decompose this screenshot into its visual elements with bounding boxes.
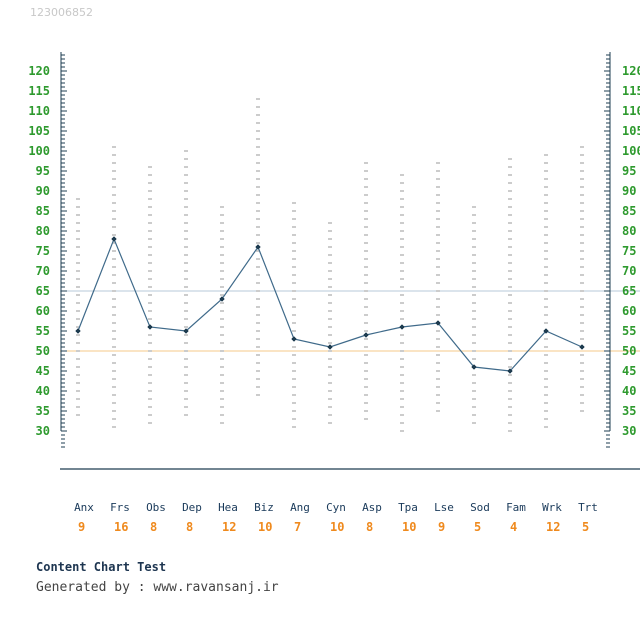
y-tick-label: 35 xyxy=(622,404,636,418)
y-tick-label: 85 xyxy=(36,204,50,218)
data-point xyxy=(399,324,405,330)
data-series xyxy=(75,236,585,374)
x-category-labels: Anx Frs Obs Dep Hea Biz Ang Cyn Asp Tpa Lse Sod Fam W… xyxy=(74,501,598,514)
data-point xyxy=(471,364,477,370)
y-tick-label: 90 xyxy=(622,184,636,198)
y-tick-label: 40 xyxy=(36,384,50,398)
y-tick-label: 120 xyxy=(28,64,50,78)
y-tick-label: 115 xyxy=(622,84,640,98)
y-tick-label: 120 xyxy=(622,64,640,78)
x-count-label: 5 xyxy=(474,520,481,534)
x-category-label: Sod xyxy=(470,501,490,514)
x-count-label: 9 xyxy=(438,520,445,534)
data-point xyxy=(579,344,585,350)
y-tick-label: 100 xyxy=(28,144,50,158)
x-count-label: 8 xyxy=(366,520,373,534)
y-tick-label: 75 xyxy=(36,244,50,258)
y-tick-label: 55 xyxy=(36,324,50,338)
data-point xyxy=(147,324,153,330)
y-tick-label: 95 xyxy=(36,164,50,178)
y-tick-label: 50 xyxy=(36,344,50,358)
x-category-label: Trt xyxy=(578,501,598,514)
watermark-id: 123006852 xyxy=(30,6,93,19)
y-tick-label: 35 xyxy=(36,404,50,418)
x-category-label: Tpa xyxy=(398,501,418,514)
x-category-label: Fam xyxy=(506,501,526,514)
x-count-label: 8 xyxy=(150,520,157,534)
x-count-label: 12 xyxy=(546,520,560,534)
x-count-label: 8 xyxy=(186,520,193,534)
x-category-label: Obs xyxy=(146,501,166,514)
reference-lines xyxy=(60,290,640,352)
y-tick-label: 65 xyxy=(36,284,50,298)
y-tick-label: 45 xyxy=(622,364,636,378)
y-tick-label: 80 xyxy=(36,224,50,238)
y-tick-label: 80 xyxy=(622,224,636,238)
x-count-label: 10 xyxy=(330,520,344,534)
x-category-label: Frs xyxy=(110,501,130,514)
left-y-axis: 30 35 40 45 50 55 60 65 70 75 80 85 90 95 100 105 110 115… xyxy=(28,52,67,448)
x-count-label: 12 xyxy=(222,520,236,534)
y-tick-label: 75 xyxy=(622,244,636,258)
data-point xyxy=(543,328,549,334)
y-tick-label: 95 xyxy=(622,164,636,178)
x-category-label: Dep xyxy=(182,501,202,514)
x-count-label: 4 xyxy=(510,520,517,534)
data-point xyxy=(111,236,117,242)
x-count-label: 10 xyxy=(258,520,272,534)
x-count-label: 9 xyxy=(78,520,85,534)
data-point xyxy=(327,344,333,350)
y-tick-label: 110 xyxy=(28,104,50,118)
y-tick-label: 100 xyxy=(622,144,640,158)
y-tick-label: 110 xyxy=(622,104,640,118)
y-tick-label: 60 xyxy=(36,304,50,318)
y-tick-label: 105 xyxy=(28,124,50,138)
data-point xyxy=(75,328,81,334)
footer-title: Content Chart Test xyxy=(36,560,167,574)
x-category-label: Wrk xyxy=(542,501,562,514)
x-category-label: Asp xyxy=(362,501,382,514)
x-category-label: Ang xyxy=(290,501,310,514)
data-point xyxy=(291,336,297,342)
y-tick-label: 115 xyxy=(28,84,50,98)
y-tick-label: 30 xyxy=(622,424,636,438)
x-category-label: Cyn xyxy=(326,501,346,514)
range-marks xyxy=(76,98,584,432)
data-point xyxy=(507,368,513,374)
x-category-label: Biz xyxy=(254,501,274,514)
y-tick-label: 85 xyxy=(622,204,636,218)
x-count-label: 7 xyxy=(294,520,301,534)
data-point xyxy=(435,320,441,326)
y-tick-label: 90 xyxy=(36,184,50,198)
y-tick-label: 50 xyxy=(622,344,636,358)
x-count-label: 10 xyxy=(402,520,416,534)
data-point xyxy=(183,328,189,334)
data-point xyxy=(219,296,225,302)
y-tick-label: 70 xyxy=(36,264,50,278)
footer-generated-by: Generated by : www.ravansanj.ir xyxy=(36,580,279,595)
y-tick-label: 60 xyxy=(622,304,636,318)
data-point xyxy=(363,332,369,338)
y-tick-label: 40 xyxy=(622,384,636,398)
y-tick-label: 30 xyxy=(36,424,50,438)
data-point xyxy=(255,244,261,250)
x-count-label: 16 xyxy=(114,520,128,534)
y-tick-label: 70 xyxy=(622,264,636,278)
x-count-label: 5 xyxy=(582,520,589,534)
y-tick-label: 65 xyxy=(622,284,636,298)
y-tick-label: 105 xyxy=(622,124,640,138)
x-count-labels: 9 16 8 8 12 10 7 10 8 10 9 5 4 12 5 xyxy=(78,520,589,534)
x-category-label: Hea xyxy=(218,501,238,514)
y-tick-label: 55 xyxy=(622,324,636,338)
x-category-label: Lse xyxy=(434,501,454,514)
x-category-label: Anx xyxy=(74,501,94,514)
y-tick-label: 45 xyxy=(36,364,50,378)
right-y-axis: 30 35 40 45 50 55 60 65 70 75 80 85 90 95 100 105 110 115… xyxy=(604,52,640,448)
